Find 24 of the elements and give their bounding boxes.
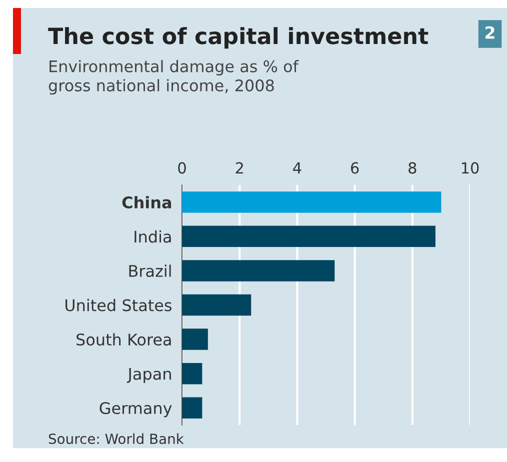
x-tick-label: 8: [408, 162, 416, 174]
bar: [182, 260, 335, 282]
bar: [182, 397, 202, 418]
text: 2: [486, 26, 494, 39]
chart-title: The cost of capital investment: [48, 27, 428, 49]
x-tick-label: 0: [178, 162, 186, 174]
x-tick-label: 4: [293, 162, 302, 174]
y-tick-label: South Korea: [76, 333, 171, 346]
bar: [182, 362, 202, 384]
y-tick-label: China: [122, 196, 172, 208]
chart-subtitle: Environmental damage as % of gross national income, 2008: [48, 60, 299, 95]
y-tick-label: United States: [66, 298, 172, 312]
bar: [182, 328, 208, 350]
bar: [182, 192, 442, 213]
y-tick-label: Germany: [100, 402, 172, 418]
x-tick-label: 6: [351, 162, 359, 174]
x-tick-label: 2: [236, 162, 243, 174]
y-tick-label: India: [134, 230, 171, 243]
bar: [182, 294, 252, 316]
bar: [182, 226, 436, 248]
y-tick-label: Japan: [126, 368, 171, 383]
y-tick-label: Brazil: [129, 264, 171, 278]
source-note: Source: World Bank: [48, 433, 184, 444]
x-tick-label: 10: [462, 162, 479, 174]
